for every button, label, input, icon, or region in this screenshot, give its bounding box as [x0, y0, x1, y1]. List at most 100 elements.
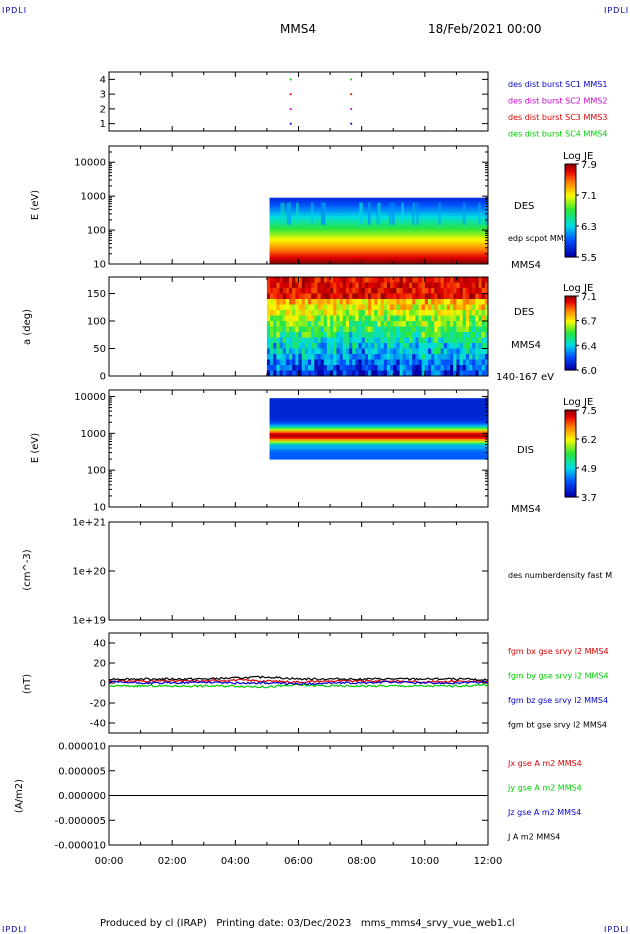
- panel1-legend-item: des dist burst SC4 MMS4: [508, 130, 607, 139]
- panel3-pitch-cell: [380, 277, 385, 283]
- panel3-pitch-cell: [273, 332, 277, 338]
- panel3-pitch-cell: [484, 365, 489, 371]
- panel3-pitch-cell: [295, 348, 299, 355]
- panel4-ytick-label: 1000: [81, 429, 106, 440]
- panel3-pitch-cell: [295, 321, 299, 327]
- panel3-pitch-cell: [301, 326, 306, 333]
- panel3-pitch-cell: [440, 315, 445, 322]
- panel2-colorbar-gradient-slice: [565, 191, 576, 195]
- panel3-pitch-cell: [418, 282, 423, 289]
- panel3-pitch-cell: [431, 293, 435, 300]
- panel3-pitch-cell: [380, 299, 385, 305]
- panel3-pitch-cell: [364, 348, 369, 355]
- panel4-colorbar-gradient-slice: [565, 425, 576, 428]
- panel3-pitch-cell: [390, 282, 394, 289]
- panel3-pitch-cell: [330, 354, 334, 360]
- footer: Produced by cl (IRAP) Printing date: 03/…: [100, 918, 515, 929]
- panel3-pitch-cell: [336, 359, 340, 366]
- panel2-spectrogram-streak: [286, 202, 292, 225]
- panel3-colorbar-gradient-slice: [565, 305, 576, 308]
- panel3-pitch-cell: [462, 365, 467, 371]
- panel2-spectrogram-row: [269, 247, 488, 250]
- panel3-pitch-cell: [292, 348, 296, 355]
- panel3-pitch-cell: [333, 282, 337, 289]
- panel3-pitch-cell: [266, 277, 271, 283]
- panel2-spectrogram-streak: [359, 202, 364, 225]
- panel3-pitch-cell: [355, 354, 359, 360]
- panel2-spectrogram-streak: [295, 202, 299, 225]
- panel3-pitch-cell: [273, 288, 277, 294]
- panel3-pitch-cell: [453, 348, 457, 355]
- panel3-pitch-cell: [292, 370, 296, 377]
- panel3-pitch-cell: [377, 332, 382, 338]
- panel3-pitch-cell: [374, 359, 378, 366]
- panel3-pitch-cell: [361, 348, 366, 355]
- panel3-pitch-cell: [431, 365, 435, 371]
- panel3-pitch-cell: [295, 326, 299, 333]
- panel3-pitch-cell: [266, 326, 271, 333]
- panel3-pitch-cell: [478, 277, 483, 283]
- panel3-pitch-cell: [383, 370, 388, 377]
- panel3-pitch-cell: [427, 348, 432, 355]
- panel3-pitch-cell: [345, 315, 350, 322]
- panel2-colorbar-gradient-slice: [565, 210, 576, 214]
- panel3-pitch-cell: [475, 326, 479, 333]
- panel3-pitch-cell: [355, 348, 359, 355]
- panel3-pitch-cell: [270, 348, 274, 355]
- panel3-pitch-cell: [390, 293, 394, 300]
- panel3-pitch-cell: [364, 310, 369, 316]
- panel3-pitch-cell: [472, 288, 476, 294]
- panel3-pitch-cell: [361, 282, 366, 289]
- panel3-pitch-cell: [301, 332, 306, 338]
- panel3-pitch-cell: [273, 337, 277, 344]
- panel2-spectrogram-streak: [377, 202, 381, 225]
- panel3-pitch-cell: [282, 359, 287, 366]
- panel2-spectrogram-streak: [401, 202, 404, 225]
- panel3-pitch-cell: [266, 315, 271, 322]
- panel3-pitch-cell: [323, 354, 328, 360]
- panel3-pitch-cell: [301, 282, 306, 289]
- panel3-pitch-cell: [339, 304, 344, 311]
- panel3-pitch-cell: [285, 293, 290, 300]
- panel4-colorbar-gradient-slice: [565, 444, 576, 448]
- panel3-pitch-cell: [361, 343, 366, 349]
- panel3-pitch-cell: [336, 354, 340, 360]
- panel3-pitch-cell: [323, 299, 328, 305]
- panel3-pitch-cell: [301, 370, 306, 377]
- panel3-pitch-cell: [270, 293, 274, 300]
- panel3-pitch-cell: [421, 321, 426, 327]
- panel7-ytick-label: -0.000005: [55, 816, 106, 827]
- panel3-pitch-cell: [314, 332, 318, 338]
- panel3-colorbar-gradient-slice: [565, 314, 576, 317]
- panel3-pitch-cell: [431, 370, 435, 377]
- panel3-pitch-cell: [273, 277, 277, 283]
- panel3-pitch-cell: [371, 282, 375, 289]
- panel3-colorbar-gradient-slice: [565, 329, 576, 332]
- panel3-pitch-cell: [311, 365, 315, 371]
- panel3-pitch-cell: [345, 293, 350, 300]
- panel3-pitch-cell: [409, 315, 413, 322]
- panel3-pitch-cell: [270, 370, 274, 377]
- panel7-ytick-label: 0.000010: [58, 742, 106, 753]
- panel3-pitch-cell: [418, 337, 423, 344]
- panel3-pitch-cell: [418, 332, 423, 338]
- panel3-pitch-cell: [304, 315, 309, 322]
- panel3-pitch-cell: [326, 343, 331, 349]
- panel3-pitch-cell: [453, 332, 457, 338]
- panel3-pitch-cell: [424, 288, 429, 294]
- panel3-pitch-cell: [323, 293, 328, 300]
- panel2-colorbar-gradient-slice: [565, 175, 576, 179]
- panel3-pitch-cell: [380, 304, 385, 311]
- panel3-pitch-cell: [352, 343, 356, 349]
- panel3-pitch-cell: [459, 337, 464, 344]
- panel3-pitch-cell: [345, 277, 350, 283]
- panel3-pitch-cell: [418, 365, 423, 371]
- panel6-ytick-label: -40: [90, 719, 106, 730]
- panel3-pitch-cell: [456, 304, 460, 311]
- panel3-pitch-cell: [459, 288, 464, 294]
- panel3-pitch-cell: [273, 365, 277, 371]
- panel3-pitch-cell: [443, 310, 448, 316]
- panel3-pitch-cell: [472, 293, 476, 300]
- panel3-pitch-cell: [323, 310, 328, 316]
- panel3-pitch-cell: [415, 370, 419, 377]
